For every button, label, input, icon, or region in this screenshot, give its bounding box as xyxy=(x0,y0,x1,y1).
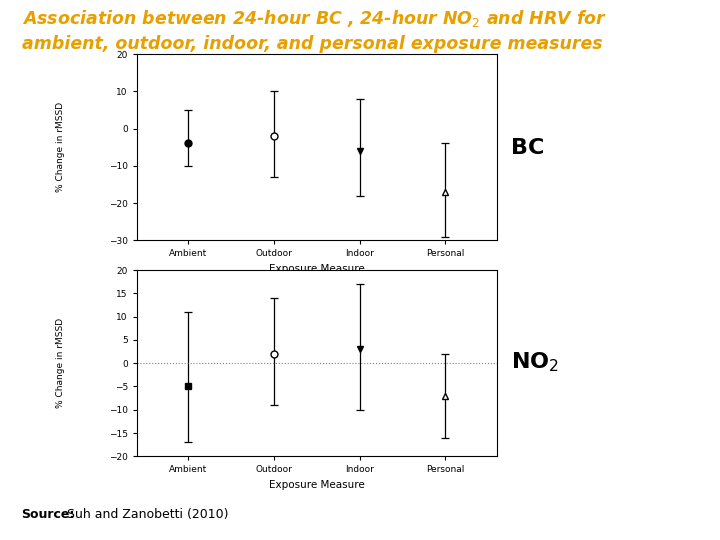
Text: Source:: Source: xyxy=(22,508,75,521)
Text: NO$_2$: NO$_2$ xyxy=(511,350,559,374)
Y-axis label: % Change in rMSSD: % Change in rMSSD xyxy=(56,102,65,192)
X-axis label: Exposure Measure: Exposure Measure xyxy=(269,264,364,274)
Text: Suh and Zanobetti (2010): Suh and Zanobetti (2010) xyxy=(63,508,229,521)
Text: ambient, outdoor, indoor, and personal exposure measures: ambient, outdoor, indoor, and personal e… xyxy=(22,35,602,53)
X-axis label: Exposure Measure: Exposure Measure xyxy=(269,480,364,490)
Y-axis label: % Change in rMSSD: % Change in rMSSD xyxy=(56,318,65,408)
Text: Association between 24-hour BC , 24-hour NO$_2$ and HRV for: Association between 24-hour BC , 24-hour… xyxy=(22,8,607,29)
Text: BC: BC xyxy=(511,138,544,159)
